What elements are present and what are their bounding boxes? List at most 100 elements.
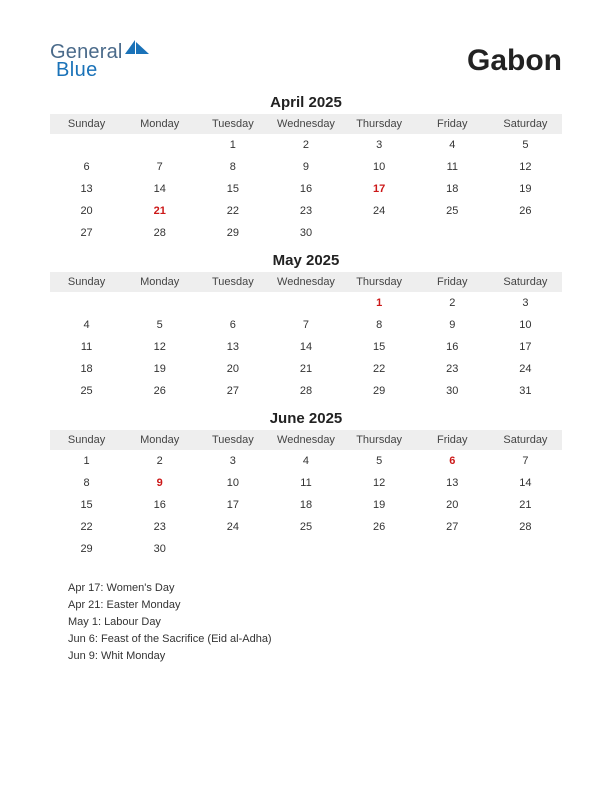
calendar-table: SundayMondayTuesdayWednesdayThursdayFrid… <box>50 114 562 244</box>
calendar-day: 3 <box>489 292 562 314</box>
calendar-day <box>123 292 196 314</box>
calendar-table: SundayMondayTuesdayWednesdayThursdayFrid… <box>50 272 562 402</box>
calendar-day: 16 <box>269 178 342 200</box>
calendar-day: 18 <box>269 494 342 516</box>
weekday-header: Wednesday <box>269 430 342 450</box>
calendar-day: 20 <box>50 200 123 222</box>
calendar-day: 27 <box>196 380 269 402</box>
calendar-day: 26 <box>123 380 196 402</box>
calendar-row: 2930 <box>50 538 562 560</box>
calendar-day: 29 <box>196 222 269 244</box>
month-block: April 2025 SundayMondayTuesdayWednesdayTh… <box>50 94 562 244</box>
calendar-day: 9 <box>269 156 342 178</box>
calendar-day: 3 <box>196 450 269 472</box>
calendar-day: 14 <box>489 472 562 494</box>
holiday-item: Jun 6: Feast of the Sacrifice (Eid al-Ad… <box>68 631 562 648</box>
holiday-item: May 1: Labour Day <box>68 614 562 631</box>
holiday-item: Apr 21: Easter Monday <box>68 597 562 614</box>
calendar-day: 13 <box>416 472 489 494</box>
calendar-day <box>50 134 123 156</box>
weekday-header: Monday <box>123 430 196 450</box>
calendar-day: 16 <box>123 494 196 516</box>
calendar-day <box>123 134 196 156</box>
calendar-day: 30 <box>416 380 489 402</box>
calendar-day: 4 <box>416 134 489 156</box>
calendar-day: 6 <box>416 450 489 472</box>
calendar-day: 18 <box>416 178 489 200</box>
calendar-day: 18 <box>50 358 123 380</box>
calendar-day: 27 <box>50 222 123 244</box>
months-container: April 2025SundayMondayTuesdayWednesdayTh… <box>50 94 562 560</box>
month-block: June 2025SundayMondayTuesdayWednesdayThu… <box>50 410 562 560</box>
calendar-day: 15 <box>196 178 269 200</box>
weekday-header: Tuesday <box>196 272 269 292</box>
calendar-day <box>196 292 269 314</box>
holiday-list: Apr 17: Women's DayApr 21: Easter Monday… <box>50 580 562 665</box>
calendar-day: 4 <box>50 314 123 336</box>
calendar-day: 1 <box>343 292 416 314</box>
calendar-day: 28 <box>489 516 562 538</box>
calendar-day: 23 <box>123 516 196 538</box>
calendar-row: 13141516171819 <box>50 178 562 200</box>
calendar-day: 25 <box>416 200 489 222</box>
calendar-day: 30 <box>269 222 342 244</box>
weekday-header: Thursday <box>343 272 416 292</box>
calendar-day: 1 <box>196 134 269 156</box>
calendar-day: 12 <box>343 472 416 494</box>
calendar-day: 21 <box>123 200 196 222</box>
holiday-item: Jun 9: Whit Monday <box>68 648 562 665</box>
month-block: May 2025 SundayMondayTuesdayWednesdayThur… <box>50 252 562 402</box>
weekday-header: Saturday <box>489 272 562 292</box>
month-title: May 2025 <box>50 252 562 269</box>
calendar-day <box>196 538 269 560</box>
calendar-day: 10 <box>196 472 269 494</box>
calendar-day: 25 <box>50 380 123 402</box>
calendar-day: 2 <box>269 134 342 156</box>
calendar-row: 11121314151617 <box>50 336 562 358</box>
calendar-day: 19 <box>489 178 562 200</box>
calendar-day: 12 <box>123 336 196 358</box>
calendar-day: 3 <box>343 134 416 156</box>
calendar-day: 6 <box>50 156 123 178</box>
weekday-header: Wednesday <box>269 272 342 292</box>
calendar-day: 30 <box>123 538 196 560</box>
calendar-day: 23 <box>269 200 342 222</box>
logo-word-blue: Blue <box>56 60 151 80</box>
calendar-day: 26 <box>489 200 562 222</box>
calendar-day: 1 <box>50 450 123 472</box>
calendar-day: 19 <box>343 494 416 516</box>
weekday-header: Wednesday <box>269 114 342 134</box>
calendar-day: 26 <box>343 516 416 538</box>
calendar-day: 8 <box>196 156 269 178</box>
calendar-row: 12345 <box>50 134 562 156</box>
calendar-day: 24 <box>343 200 416 222</box>
calendar-day: 21 <box>489 494 562 516</box>
calendar-day: 20 <box>416 494 489 516</box>
calendar-day: 15 <box>343 336 416 358</box>
calendar-day: 21 <box>269 358 342 380</box>
month-title: April 2025 <box>50 94 562 111</box>
weekday-header: Friday <box>416 272 489 292</box>
calendar-day: 9 <box>123 472 196 494</box>
calendar-day: 2 <box>123 450 196 472</box>
calendar-row: 1234567 <box>50 450 562 472</box>
weekday-header: Tuesday <box>196 114 269 134</box>
calendar-day: 11 <box>269 472 342 494</box>
calendar-day: 14 <box>269 336 342 358</box>
calendar-day: 11 <box>50 336 123 358</box>
calendar-day <box>343 222 416 244</box>
calendar-row: 6789101112 <box>50 156 562 178</box>
calendar-row: 18192021222324 <box>50 358 562 380</box>
calendar-day: 10 <box>489 314 562 336</box>
calendar-row: 22232425262728 <box>50 516 562 538</box>
weekday-header: Monday <box>123 114 196 134</box>
calendar-day: 17 <box>489 336 562 358</box>
weekday-header: Tuesday <box>196 430 269 450</box>
month-title: June 2025 <box>50 410 562 427</box>
calendar-day: 5 <box>343 450 416 472</box>
calendar-day: 13 <box>50 178 123 200</box>
weekday-header: Sunday <box>50 430 123 450</box>
calendar-day <box>416 538 489 560</box>
weekday-header: Sunday <box>50 272 123 292</box>
calendar-day: 6 <box>196 314 269 336</box>
